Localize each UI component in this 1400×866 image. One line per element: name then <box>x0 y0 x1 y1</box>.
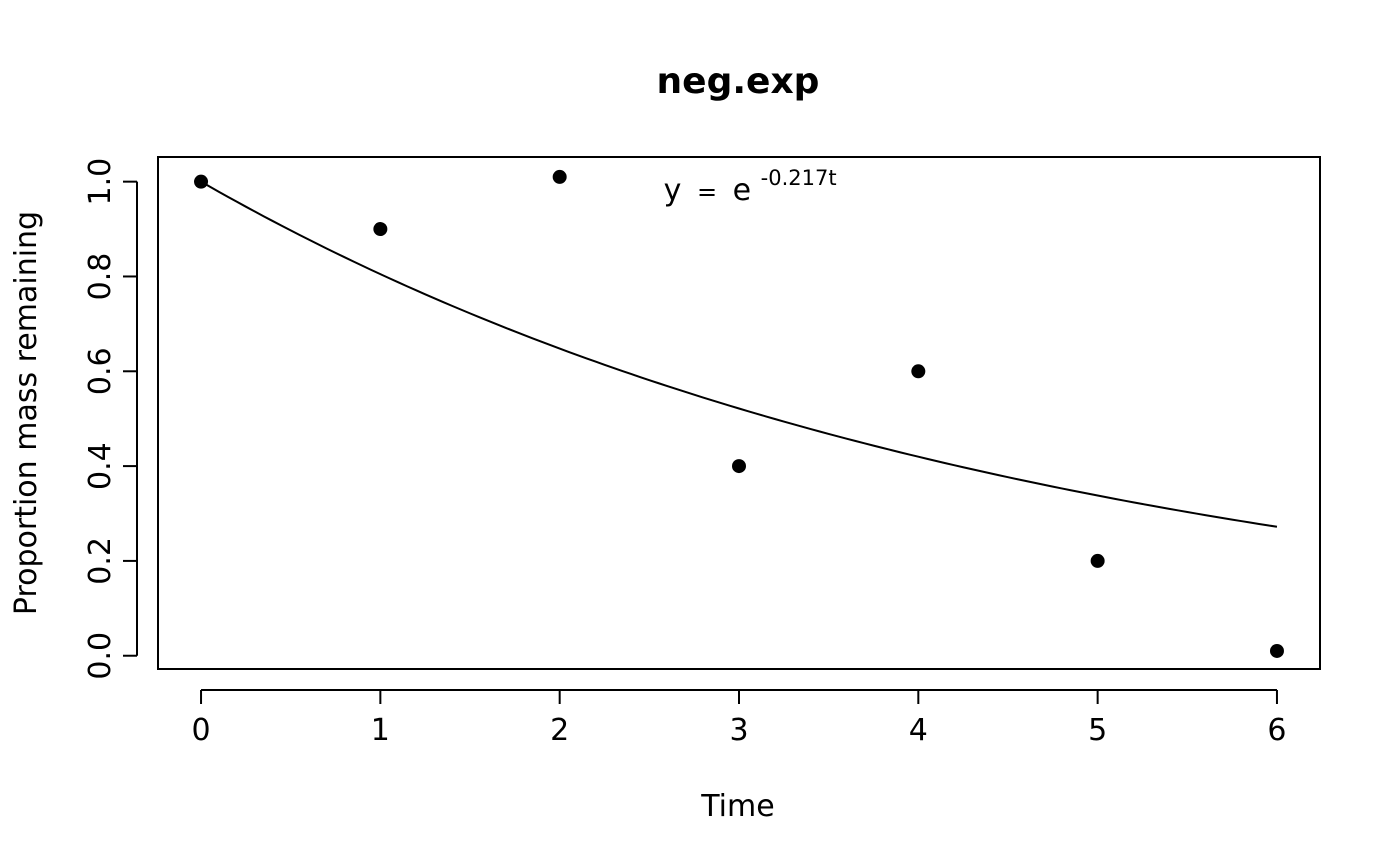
equation-exponent: -0.217t <box>761 166 837 190</box>
equation-base: e <box>733 173 751 208</box>
x-tick-label: 0 <box>191 713 210 748</box>
data-point <box>911 364 926 379</box>
y-axis: 0.0 0.2 0.4 0.6 0.8 1.0 <box>83 158 138 680</box>
equation-annotation: y = e -0.217t <box>664 166 837 208</box>
x-tick-label: 2 <box>550 713 569 748</box>
x-axis: 0 1 2 3 4 5 6 <box>191 689 1287 748</box>
y-tick-label: 0.2 <box>83 537 118 585</box>
y-tick-label: 0.4 <box>83 442 118 490</box>
data-point <box>373 222 388 237</box>
data-point <box>552 169 567 184</box>
equation-lhs: y <box>664 173 682 208</box>
x-tick-label: 6 <box>1267 713 1286 748</box>
y-tick-label: 0.8 <box>83 253 118 301</box>
y-tick-label: 0.0 <box>83 632 118 680</box>
plot-box <box>157 156 1321 670</box>
data-point <box>1090 553 1105 568</box>
y-tick-label: 1.0 <box>83 158 118 206</box>
x-axis-label: Time <box>700 789 774 824</box>
data-point <box>732 459 746 474</box>
data-point <box>1269 643 1284 658</box>
y-axis-label: Proportion mass remaining <box>9 211 44 615</box>
x-tick-label: 4 <box>909 713 928 748</box>
equation-equals: = <box>697 178 717 206</box>
fit-curve <box>200 180 1278 528</box>
x-tick-label: 1 <box>371 713 390 748</box>
data-points <box>194 169 1284 658</box>
x-tick-label: 5 <box>1088 713 1107 748</box>
data-point <box>194 174 209 189</box>
y-tick-label: 0.6 <box>83 347 118 395</box>
x-tick-label: 3 <box>729 713 748 748</box>
chart-title: neg.exp <box>657 61 820 102</box>
